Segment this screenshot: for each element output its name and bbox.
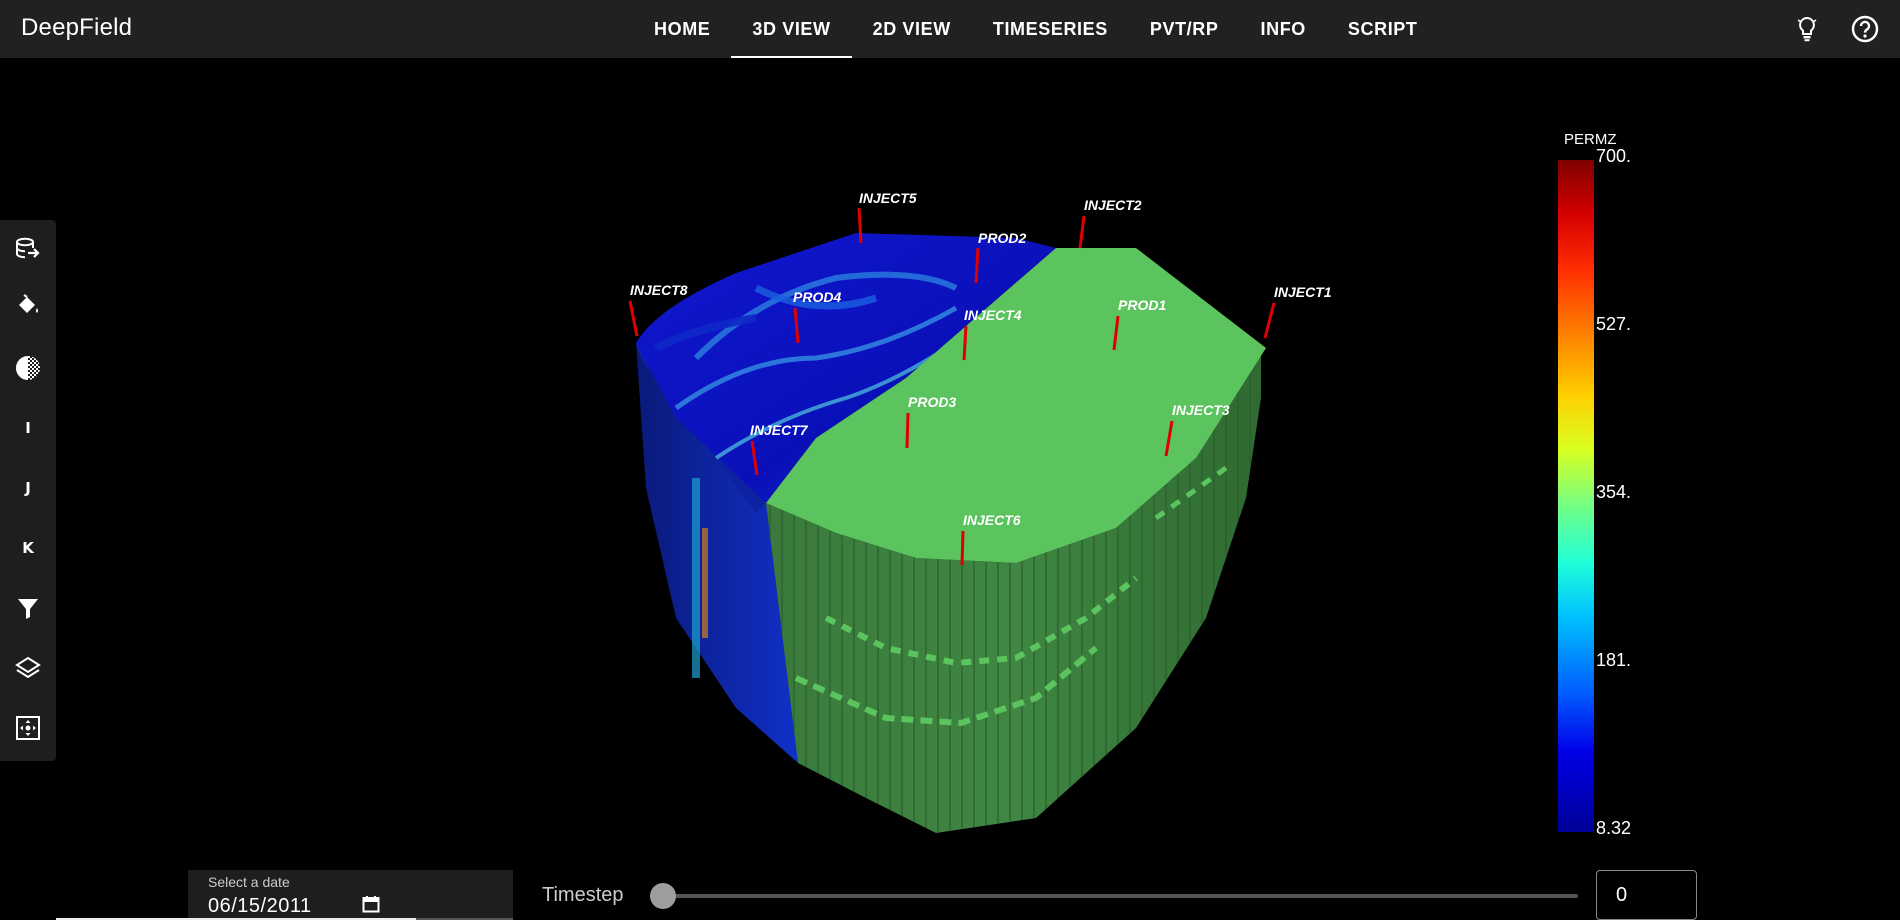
svg-text:PROD4: PROD4 [793, 289, 841, 305]
svg-text:INJECT5: INJECT5 [859, 190, 917, 206]
svg-text:INJECT2: INJECT2 [1084, 197, 1142, 213]
date-input[interactable]: 06/15/2011 [208, 895, 312, 917]
well-prod2[interactable]: PROD2 [974, 230, 1026, 284]
tab-info[interactable]: INFO [1260, 18, 1306, 39]
svg-text:INJECT4: INJECT4 [964, 307, 1022, 323]
slice-k-label: K [22, 539, 34, 557]
colorbar-tick: 8.32 [1596, 818, 1632, 838]
slice-i-label: I [25, 419, 31, 437]
timestep-label: Timestep [542, 884, 624, 906]
reservoir-model: INJECT5 INJECT2 PROD2 INJECT8 PROD4 INJE… [628, 190, 1332, 833]
timestep-input[interactable] [1596, 870, 1697, 920]
well-prod1[interactable]: PROD1 [1112, 297, 1166, 351]
tool-rail: I J K [0, 220, 56, 761]
tab-3d-view[interactable]: 3D VIEW [731, 0, 852, 58]
calendar-icon[interactable] [362, 895, 380, 913]
wells: INJECT5 INJECT2 PROD2 INJECT8 PROD4 INJE… [628, 190, 1332, 566]
date-picker-caption: Select a date [208, 874, 290, 890]
well-prod3[interactable]: PROD3 [905, 394, 956, 449]
svg-text:INJECT3: INJECT3 [1172, 402, 1230, 418]
model-top-green [766, 248, 1266, 563]
load-data-button[interactable] [0, 229, 56, 269]
colorbar-tick: 181. [1596, 650, 1632, 670]
paint-button[interactable] [0, 285, 56, 325]
well-prod4[interactable]: PROD4 [793, 289, 841, 344]
colorbar-title: PERMZ [1564, 131, 1617, 148]
filter-button[interactable] [0, 588, 56, 628]
header-actions [1790, 12, 1882, 46]
tab-home[interactable]: HOME [654, 18, 711, 39]
well-inject7[interactable]: INJECT7 [750, 422, 809, 476]
camera-reset-button[interactable] [0, 708, 56, 748]
colorbar-tick: 354. [1596, 482, 1632, 502]
slice-j-label: J [25, 479, 31, 497]
svg-text:PROD1: PROD1 [1118, 297, 1166, 313]
tab-script[interactable]: SCRIPT [1347, 18, 1418, 39]
colorbar-tick: 527. [1596, 314, 1632, 334]
timestep-slider[interactable] [662, 894, 1578, 898]
slice-i-button[interactable]: I [0, 408, 56, 448]
database-arrow-icon [16, 237, 40, 259]
well-inject1[interactable]: INJECT1 [1263, 284, 1332, 339]
main-nav: HOME 3D VIEW 2D VIEW TIMESERIES PVT/RP I… [633, 0, 1439, 58]
filter-icon [18, 599, 38, 619]
svg-text:INJECT6: INJECT6 [963, 512, 1021, 528]
timestep-slider-thumb[interactable] [650, 883, 676, 909]
layers-button[interactable] [0, 648, 56, 688]
well-inject4[interactable]: INJECT4 [962, 307, 1022, 361]
slice-k-button[interactable]: K [0, 528, 56, 568]
svg-text:PROD3: PROD3 [908, 394, 956, 410]
tab-2d-view[interactable]: 2D VIEW [872, 18, 951, 39]
well-inject8[interactable]: INJECT8 [628, 282, 688, 337]
well-inject5[interactable]: INJECT5 [857, 190, 917, 244]
layers-icon [15, 656, 41, 679]
model-top-blue [636, 233, 1056, 503]
date-picker-underline [56, 918, 416, 920]
colorbar-tick: 700. [1596, 146, 1632, 166]
tab-pvt-rp[interactable]: PVT/RP [1149, 18, 1219, 39]
help-icon[interactable] [1848, 12, 1882, 46]
3d-viewport[interactable]: INJECT5 INJECT2 PROD2 INJECT8 PROD4 INJE… [56, 58, 1900, 868]
app-bar: DeepField HOME 3D VIEW 2D VIEW TIMESERIE… [0, 0, 1900, 58]
well-inject3[interactable]: INJECT3 [1164, 402, 1230, 457]
app-title: DeepField [21, 14, 133, 41]
date-picker[interactable]: Select a date 06/15/2011 [188, 870, 513, 920]
lightbulb-icon[interactable] [1790, 12, 1824, 46]
model-side-green [766, 348, 1261, 833]
opacity-sphere-icon [16, 356, 40, 380]
paint-bucket-icon [19, 294, 38, 313]
colorbar-gradient [1558, 160, 1594, 832]
well-inject2[interactable]: INJECT2 [1078, 197, 1142, 249]
camera-reset-icon [16, 716, 40, 740]
svg-text:INJECT7: INJECT7 [750, 422, 809, 438]
well-inject6[interactable]: INJECT6 [960, 512, 1021, 566]
opacity-button[interactable] [0, 348, 56, 388]
slice-j-button[interactable]: J [0, 468, 56, 508]
svg-text:PROD2: PROD2 [978, 230, 1026, 246]
svg-text:INJECT1: INJECT1 [1274, 284, 1332, 300]
svg-text:INJECT8: INJECT8 [630, 282, 688, 298]
tab-timeseries[interactable]: TIMESERIES [992, 18, 1108, 39]
